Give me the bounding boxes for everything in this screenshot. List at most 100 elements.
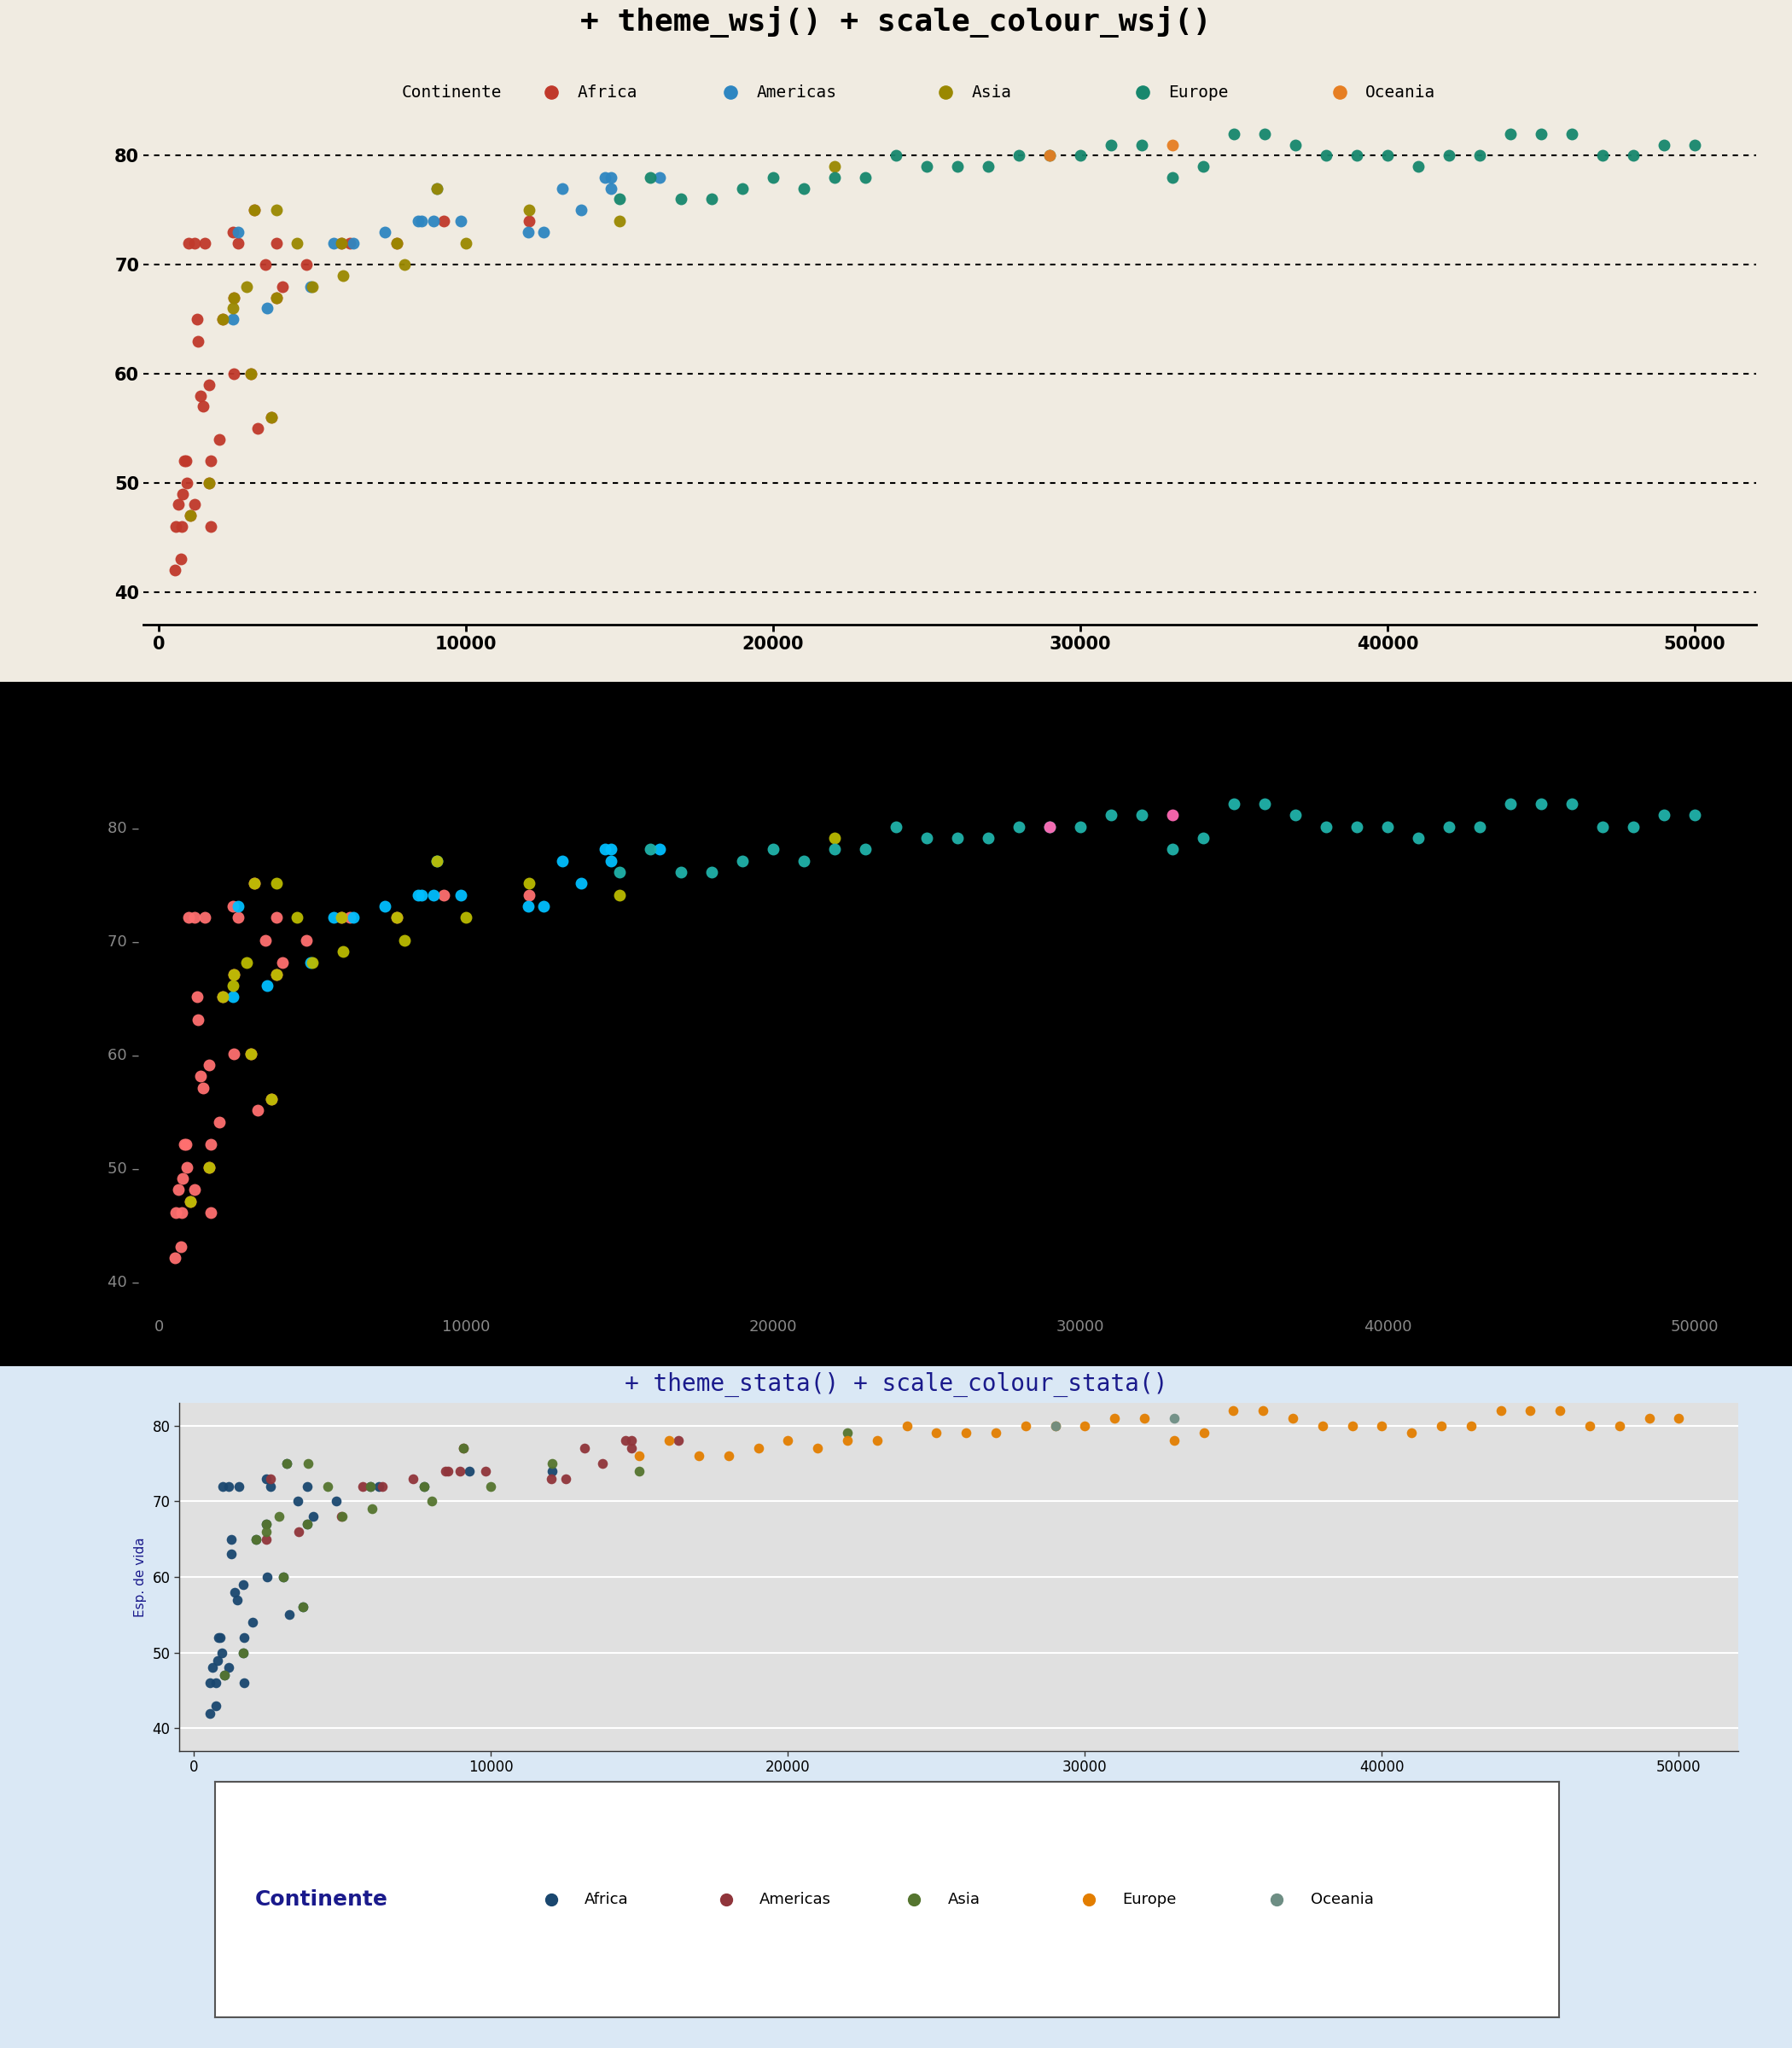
Point <box>1665 1401 1693 1434</box>
Point <box>314 1470 342 1503</box>
Point <box>1496 117 1525 150</box>
Point <box>1190 1417 1219 1450</box>
Point <box>1575 1409 1604 1442</box>
Point <box>410 1470 439 1503</box>
Point <box>323 1485 351 1518</box>
Point <box>1650 129 1679 162</box>
Point <box>188 1071 217 1104</box>
Point <box>419 205 448 238</box>
Point <box>208 981 237 1014</box>
Point <box>253 1507 281 1540</box>
Point <box>326 901 355 934</box>
Point <box>217 1524 246 1556</box>
Point <box>697 182 726 215</box>
Point <box>728 844 756 877</box>
Point <box>1527 117 1555 150</box>
Point <box>1100 1401 1129 1434</box>
Point <box>224 889 253 922</box>
Point <box>1681 799 1710 831</box>
Y-axis label: Esp. de vida: Esp. de vida <box>134 1536 147 1618</box>
Point <box>423 172 452 205</box>
Text: Asia: Asia <box>948 1892 980 1907</box>
Point <box>267 946 296 979</box>
Point <box>294 1507 323 1540</box>
Point <box>1041 1409 1070 1442</box>
Point <box>237 1038 265 1071</box>
Point <box>335 901 364 934</box>
Point <box>1127 799 1156 831</box>
Text: Continente: Continente <box>254 1888 389 1909</box>
Point <box>645 834 674 866</box>
X-axis label: PIB percápita ($US): PIB percápita ($US) <box>883 1782 1034 1796</box>
Point <box>215 1470 244 1503</box>
Point <box>168 1161 197 1194</box>
Point <box>665 1423 694 1456</box>
Point <box>197 444 226 477</box>
Point <box>217 1538 246 1571</box>
Point <box>219 958 247 991</box>
Point <box>1188 821 1217 854</box>
Point <box>1435 139 1464 172</box>
Point <box>219 281 247 313</box>
Point <box>446 879 475 911</box>
Point <box>1496 788 1525 821</box>
Point <box>357 1470 385 1503</box>
Point <box>219 969 247 1001</box>
Point <box>289 1591 317 1624</box>
Point <box>1618 811 1647 844</box>
Point <box>267 270 296 303</box>
Point <box>272 1448 301 1481</box>
Point <box>195 369 224 401</box>
Point <box>391 248 419 281</box>
Point <box>244 412 272 444</box>
Point <box>328 260 357 293</box>
Point <box>667 856 695 889</box>
Point <box>1312 139 1340 172</box>
Point <box>172 1128 201 1161</box>
Point <box>616 1423 645 1456</box>
Point <box>195 1667 224 1700</box>
Point <box>364 1470 392 1503</box>
Point <box>297 270 326 303</box>
Point <box>292 248 321 281</box>
Point <box>242 1524 271 1556</box>
Point <box>294 1507 323 1540</box>
Point <box>181 487 210 520</box>
Point <box>319 901 348 934</box>
Point <box>294 1470 323 1503</box>
Point <box>538 1462 566 1495</box>
Point <box>190 227 219 260</box>
Point <box>548 172 577 205</box>
Point <box>265 1499 294 1532</box>
Point <box>405 205 434 238</box>
Text: Europe: Europe <box>1168 84 1229 100</box>
Point <box>597 162 625 195</box>
Point <box>215 1651 244 1683</box>
Point <box>1281 799 1310 831</box>
Point <box>283 901 312 934</box>
Point <box>176 500 204 532</box>
Point <box>183 326 211 358</box>
Point <box>210 1659 238 1692</box>
Point <box>276 1597 305 1630</box>
Point <box>943 821 971 854</box>
Point <box>821 162 849 195</box>
Point <box>222 1583 251 1616</box>
Point <box>339 901 367 934</box>
Point <box>1403 150 1432 182</box>
Point <box>238 1606 267 1638</box>
Point <box>636 162 665 195</box>
Point <box>219 281 247 313</box>
Point <box>1158 162 1186 195</box>
Text: Americas: Americas <box>756 84 837 100</box>
Point <box>1036 139 1064 172</box>
Point <box>1131 1401 1159 1434</box>
Point <box>371 889 400 922</box>
Point <box>297 946 326 979</box>
Point <box>591 834 620 866</box>
Text: + theme_stata() + scale_colour_stata(): + theme_stata() + scale_colour_stata() <box>624 1372 1168 1397</box>
Point <box>224 215 253 248</box>
Point <box>606 856 634 889</box>
Point <box>538 1454 566 1487</box>
Point <box>552 1462 581 1495</box>
